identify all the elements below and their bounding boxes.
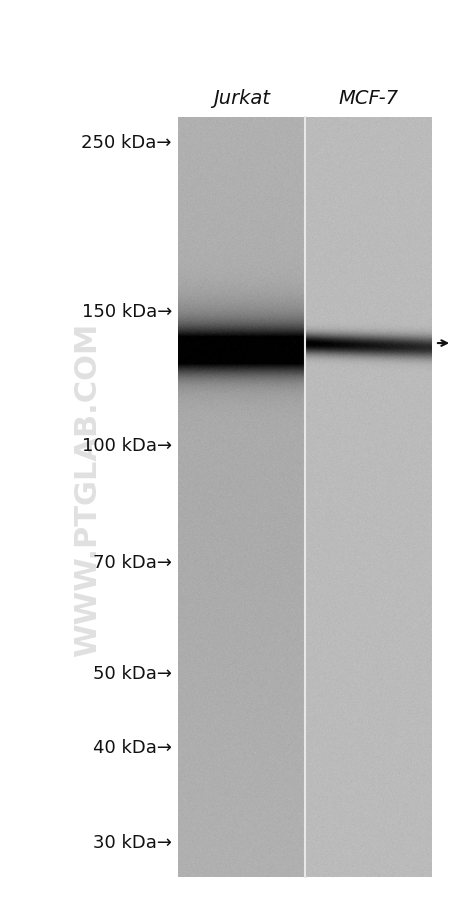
Text: 30 kDa→: 30 kDa→ xyxy=(93,833,172,851)
Text: 70 kDa→: 70 kDa→ xyxy=(93,554,172,572)
Text: Jurkat: Jurkat xyxy=(213,89,269,108)
Text: WWW.PTGLAB.COM: WWW.PTGLAB.COM xyxy=(73,322,102,657)
Text: 250 kDa→: 250 kDa→ xyxy=(81,134,172,152)
Text: 50 kDa→: 50 kDa→ xyxy=(93,665,172,683)
Text: MCF-7: MCF-7 xyxy=(338,89,397,108)
Text: 100 kDa→: 100 kDa→ xyxy=(82,436,172,454)
Text: 150 kDa→: 150 kDa→ xyxy=(81,302,172,320)
Text: 40 kDa→: 40 kDa→ xyxy=(93,738,172,756)
